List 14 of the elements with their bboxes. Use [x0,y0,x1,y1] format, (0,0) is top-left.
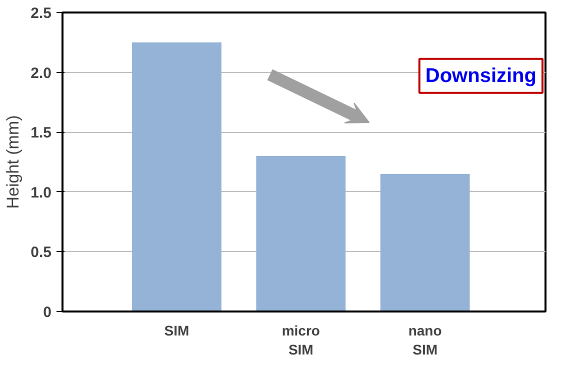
x-tick-label: nano SIM [408,322,442,358]
y-tick-label: 0 [43,304,52,321]
bar [256,156,346,312]
bar [132,42,222,312]
x-tick-label: SIM [164,322,190,338]
annotation: Downsizing [425,64,536,87]
y-tick-label: 2.5 [30,5,52,22]
y-tick-label: 1.5 [30,124,52,142]
y-axis-title: Height (mm) [4,115,23,209]
y-tick-label: 0.5 [30,244,52,262]
y-tick-label: 1.0 [30,184,52,202]
x-tick-label: micro SIM [282,322,320,358]
bar [380,174,470,312]
y-tick-label: 2.0 [30,64,52,82]
